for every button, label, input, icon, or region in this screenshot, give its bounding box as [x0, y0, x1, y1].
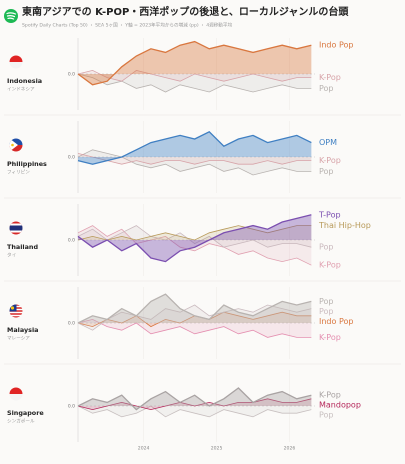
area: [78, 149, 312, 175]
line: [77, 225, 312, 241]
line: [77, 387, 312, 411]
series-label: K-Pop: [319, 73, 341, 82]
country-name-ja: シンガポール: [7, 418, 35, 425]
country-name: Malaysia: [7, 326, 38, 334]
y-tick-label: 0.0: [68, 404, 75, 410]
y-tick-label: 0.0: [68, 238, 75, 244]
area: [78, 74, 312, 92]
line: [77, 149, 312, 176]
flag: [9, 304, 23, 318]
area: [78, 131, 312, 165]
country-name: Singapore: [7, 409, 44, 417]
series-label: Indo Pop: [319, 41, 353, 50]
country-name-ja: タイ: [7, 252, 16, 259]
spotify-logo: [4, 9, 18, 23]
flag: [9, 387, 23, 401]
country-name: Philippines: [7, 160, 47, 168]
line: [77, 73, 312, 93]
line: [77, 225, 312, 266]
area: [78, 388, 312, 410]
line: [77, 214, 312, 263]
x-tick-label: 2024: [138, 446, 150, 452]
series-label: Indo Pop: [319, 317, 353, 326]
area: [78, 305, 312, 331]
area: [78, 214, 312, 262]
series-label: K-Pop: [319, 333, 341, 342]
area: [78, 153, 312, 165]
series-label: Pop: [319, 297, 334, 306]
series-label: K-Pop: [319, 261, 341, 270]
subtitle: Spotify Daily Charts (Top 50) ・ SEA 5ヶ国 …: [22, 22, 232, 29]
series-label: OPM: [319, 138, 337, 147]
series-label: T-Pop: [318, 210, 341, 219]
area: [78, 225, 312, 248]
area: [78, 225, 312, 266]
line: [77, 69, 312, 82]
y-tick-label: 0.0: [68, 155, 75, 161]
area: [78, 70, 312, 82]
series-label: Pop: [319, 307, 334, 316]
area: [78, 398, 312, 410]
country-name-ja: マレーシア: [7, 336, 30, 342]
series-label: Pop: [319, 84, 334, 93]
line: [77, 405, 312, 418]
series-label: Pop: [319, 411, 334, 420]
flag: [9, 55, 23, 69]
flag: [9, 221, 23, 235]
series-label: K-Pop: [319, 156, 341, 165]
country-name: Thailand: [7, 243, 38, 251]
area: [78, 319, 312, 338]
series-label: Pop: [319, 243, 334, 252]
title: 東南アジアでの K-POP・西洋ポップの後退と、ローカルジャンルの台頭: [22, 5, 349, 18]
x-tick-label: 2026: [284, 446, 296, 452]
line: [77, 318, 312, 338]
line: [77, 153, 312, 165]
y-tick-label: 0.0: [68, 321, 75, 327]
line: [77, 131, 312, 165]
line: [77, 293, 312, 324]
y-tick-label: 0.0: [68, 72, 75, 78]
line: [77, 398, 312, 411]
series-label: Pop: [319, 167, 334, 176]
country-name-ja: インドネシア: [7, 87, 35, 93]
series-label: Mandopop: [319, 401, 361, 410]
series-label: K-Pop: [319, 391, 341, 400]
line: [77, 40, 312, 86]
flag: [9, 138, 23, 152]
series-label: Thai Hip-Hop: [318, 221, 371, 230]
x-tick-label: 2025: [211, 446, 223, 452]
country-name-ja: フィリピン: [7, 170, 30, 176]
country-name: Indonesia: [7, 77, 42, 85]
line: [77, 225, 312, 248]
